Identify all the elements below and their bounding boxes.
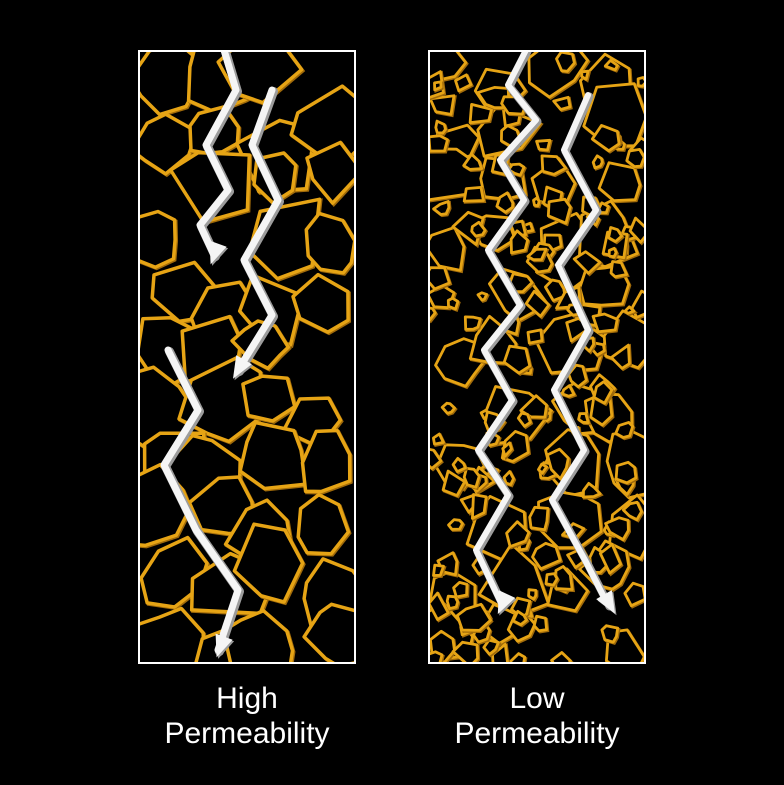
grain-outline bbox=[435, 82, 442, 90]
grain-outline bbox=[530, 507, 548, 529]
grain-outline bbox=[534, 198, 540, 206]
grain-outline bbox=[454, 582, 467, 597]
high-permeability-label: HighPermeability bbox=[108, 682, 386, 751]
label-line2: Permeability bbox=[398, 717, 676, 752]
grain-outline bbox=[616, 462, 636, 483]
low-permeability-label: LowPermeability bbox=[398, 682, 676, 751]
grain-outline bbox=[429, 136, 448, 151]
grain-outline bbox=[579, 414, 589, 423]
label-line2: Permeability bbox=[108, 717, 386, 752]
grain-outline bbox=[448, 298, 458, 309]
grain-outline bbox=[434, 565, 444, 575]
grain-outline bbox=[465, 317, 480, 330]
grain-outline bbox=[537, 140, 550, 150]
grain-outline bbox=[616, 422, 633, 437]
grain-outline bbox=[447, 596, 458, 608]
grain-outline bbox=[593, 314, 617, 332]
grain-outline bbox=[534, 616, 546, 631]
high-permeability-panel: HighPermeability bbox=[138, 50, 356, 664]
figure-canvas: HighPermeabilityLowPermeability bbox=[0, 0, 784, 785]
low-permeability-panel: LowPermeability bbox=[428, 50, 646, 664]
grain-outline bbox=[436, 121, 446, 133]
grain-outline bbox=[546, 574, 557, 586]
grain-outline bbox=[528, 330, 542, 343]
grain-outline bbox=[428, 268, 449, 289]
grain-outline bbox=[138, 212, 175, 268]
grain-outline bbox=[449, 520, 463, 530]
high-panel-svg bbox=[138, 50, 356, 664]
grain-outline bbox=[464, 468, 479, 487]
label-line1: Low bbox=[398, 682, 676, 717]
grain-outline bbox=[582, 71, 589, 79]
grain-outline bbox=[464, 187, 483, 201]
low-panel-svg bbox=[428, 50, 646, 664]
grain-outline bbox=[602, 626, 618, 642]
grain-outline bbox=[240, 423, 306, 489]
grain-outline bbox=[627, 149, 644, 166]
grain-outline bbox=[529, 590, 536, 599]
grain-outline bbox=[593, 156, 602, 168]
grain-outline bbox=[609, 248, 616, 257]
label-line1: High bbox=[108, 682, 386, 717]
